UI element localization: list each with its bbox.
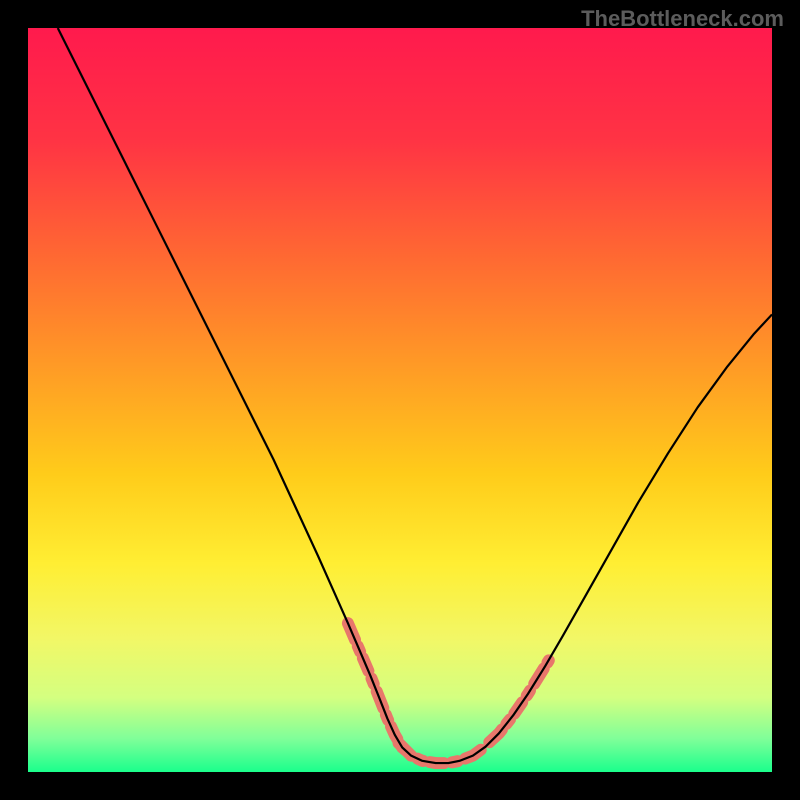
watermark-text: TheBottleneck.com: [581, 6, 784, 32]
chart-frame: TheBottleneck.com: [0, 0, 800, 800]
bottleneck-chart: [0, 0, 800, 800]
